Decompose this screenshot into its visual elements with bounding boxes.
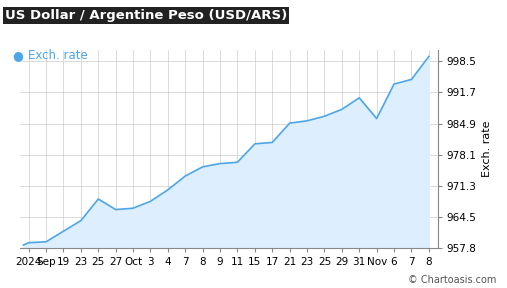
Text: Exch. rate: Exch. rate <box>28 49 88 62</box>
Text: © Chartoasis.com: © Chartoasis.com <box>409 275 497 285</box>
Y-axis label: Exch. rate: Exch. rate <box>482 121 492 177</box>
Text: US Dollar / Argentine Peso (USD/ARS): US Dollar / Argentine Peso (USD/ARS) <box>5 9 287 22</box>
Text: ●: ● <box>13 49 23 62</box>
